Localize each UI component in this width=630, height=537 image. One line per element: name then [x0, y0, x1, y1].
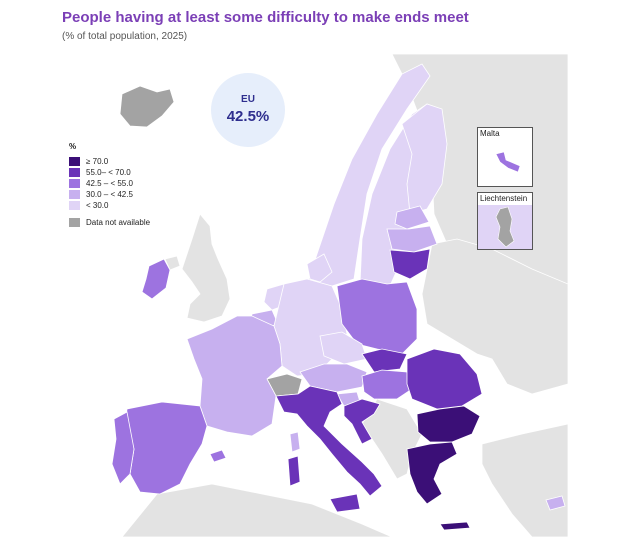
map-frame: EU 42.5% % ≥ 70.0 55.0– < 70.0 42.5 – < … — [62, 54, 568, 537]
legend-label-na: Data not available — [86, 218, 151, 227]
legend-swatch — [69, 179, 80, 188]
legend-swatch-na — [69, 218, 80, 227]
region-crete — [439, 521, 471, 531]
region-cyprus — [545, 495, 566, 511]
inset-liechtenstein-map — [478, 205, 532, 249]
legend-swatch — [69, 201, 80, 210]
region-poland — [336, 278, 418, 355]
inset-liechtenstein-label: Liechtenstein — [480, 194, 528, 203]
map-title: People having at least some difficulty t… — [62, 9, 469, 26]
legend-label: 30.0 – < 42.5 — [86, 190, 133, 199]
region-finland — [401, 103, 448, 215]
region-norway — [306, 63, 431, 287]
legend-item: 42.5 – < 55.0 — [69, 178, 150, 189]
region-sicily — [329, 493, 361, 513]
region-hungary — [361, 369, 413, 400]
region-lithuania — [389, 248, 431, 280]
inset-malta: Malta — [477, 127, 533, 187]
legend: % ≥ 70.0 55.0– < 70.0 42.5 – < 55.0 30.0… — [69, 142, 150, 228]
eu-average-badge: EU 42.5% — [211, 73, 285, 147]
region-sardinia — [287, 455, 301, 487]
legend-label: < 30.0 — [86, 201, 109, 210]
region-spain — [123, 401, 208, 495]
region-balearics — [209, 449, 227, 463]
inset-malta-map — [495, 151, 521, 173]
legend-label: 42.5 – < 55.0 — [86, 179, 133, 188]
region-denmark — [306, 253, 333, 283]
non-eu-land-turkey — [481, 423, 568, 537]
legend-title: % — [69, 142, 77, 151]
legend-item: 30.0 – < 42.5 — [69, 189, 150, 200]
region-estonia — [394, 205, 430, 230]
region-iceland — [119, 85, 175, 128]
map-subtitle: (% of total population, 2025) — [62, 31, 188, 42]
inset-liechtenstein: Liechtenstein — [477, 192, 533, 250]
region-germany — [273, 278, 348, 377]
non-eu-land-uk — [181, 213, 231, 323]
legend-label: ≥ 70.0 — [86, 157, 109, 166]
region-italy — [275, 385, 383, 497]
legend-swatch — [69, 157, 80, 166]
region-bulgaria — [416, 405, 481, 443]
legend-item: < 30.0 — [69, 200, 150, 211]
legend-item: 55.0– < 70.0 — [69, 167, 150, 178]
legend-swatch — [69, 168, 80, 177]
region-ireland — [141, 258, 171, 300]
region-malta — [495, 151, 521, 173]
inset-malta-label: Malta — [480, 129, 500, 138]
legend-item-na: Data not available — [69, 217, 150, 228]
eu-badge-value: 42.5% — [226, 108, 270, 125]
region-romania — [406, 348, 483, 410]
legend-item: ≥ 70.0 — [69, 156, 150, 167]
region-greece — [406, 441, 458, 505]
region-croatia — [343, 398, 381, 445]
region-portugal — [111, 411, 135, 485]
region-corsica — [289, 431, 301, 453]
legend-label: 55.0– < 70.0 — [86, 168, 131, 177]
region-slovakia — [361, 348, 408, 373]
non-eu-land-africa — [121, 483, 393, 537]
region-liechtenstein — [495, 206, 515, 248]
legend-swatch — [69, 190, 80, 199]
region-latvia — [386, 225, 438, 253]
eu-badge-label: EU — [241, 94, 255, 105]
